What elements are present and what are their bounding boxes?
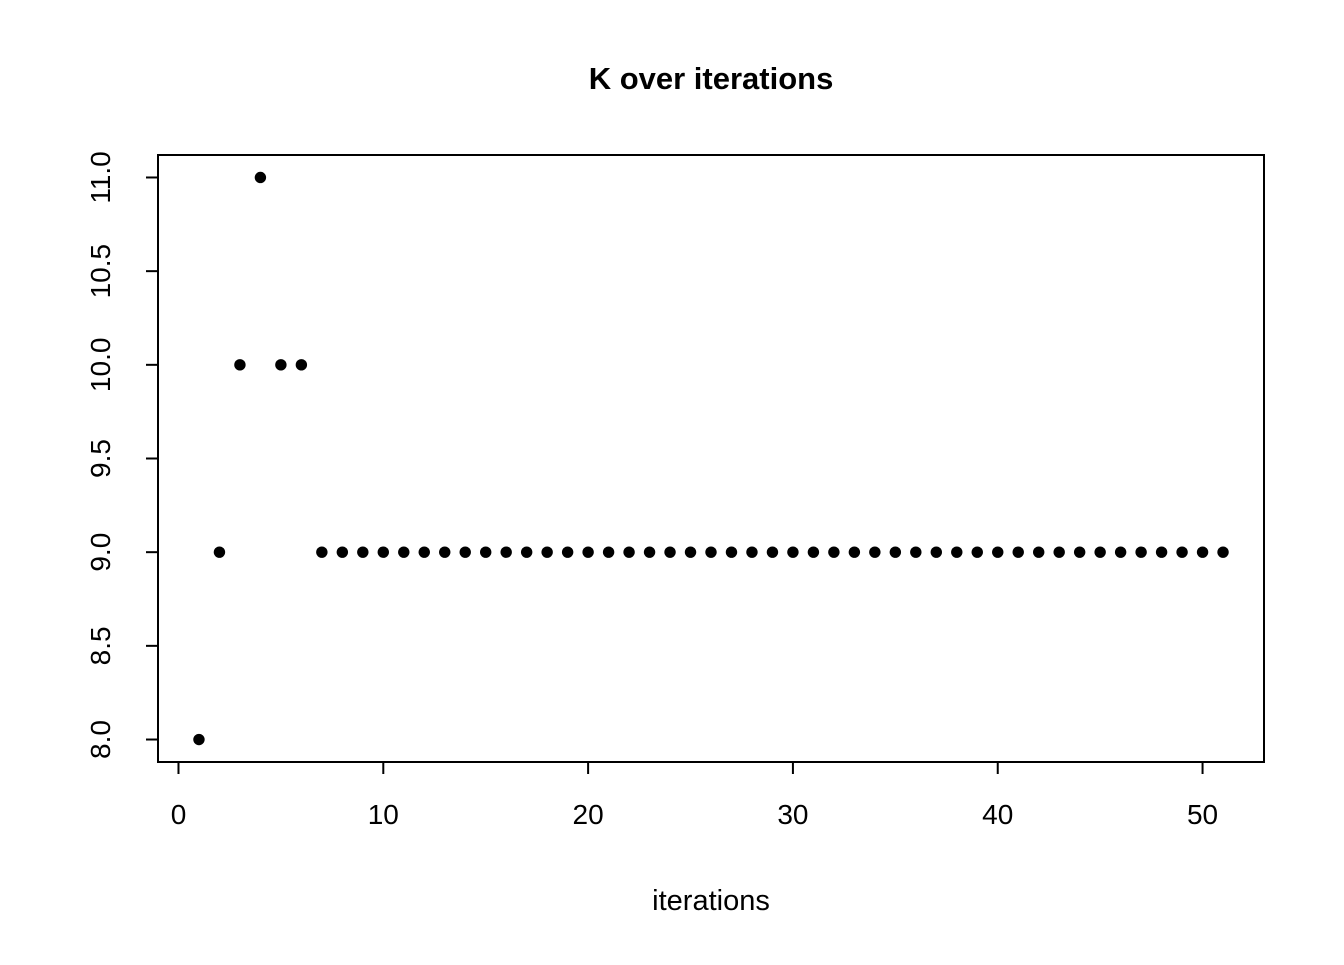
data-point bbox=[725, 546, 738, 558]
x-tick-label: 10 bbox=[368, 799, 399, 830]
data-point bbox=[336, 546, 349, 558]
chart-title: K over iterations bbox=[589, 61, 834, 96]
data-point bbox=[602, 546, 615, 558]
data-point bbox=[398, 546, 410, 558]
data-point bbox=[1196, 546, 1209, 558]
data-point bbox=[1033, 546, 1045, 558]
data-point bbox=[193, 733, 205, 746]
data-point bbox=[869, 546, 881, 558]
y-tick-label: 10.0 bbox=[85, 338, 116, 393]
y-tick-label: 9.5 bbox=[85, 439, 116, 478]
data-point bbox=[623, 546, 635, 558]
data-point bbox=[848, 546, 861, 558]
data-point bbox=[684, 546, 697, 558]
axes: 0 10 20 30 40 50 8.0 8.5 9.0 9.5 10.0 10.5 11.0 bbox=[85, 151, 1265, 830]
data-point bbox=[828, 546, 840, 558]
data-point bbox=[787, 546, 799, 558]
data-point bbox=[807, 546, 820, 558]
data-point bbox=[234, 359, 246, 371]
data-point bbox=[705, 546, 717, 558]
y-tick-label: 11.0 bbox=[85, 151, 116, 203]
data-point bbox=[930, 546, 942, 558]
data-point bbox=[561, 546, 574, 558]
data-point bbox=[1135, 546, 1147, 558]
data-point bbox=[1012, 546, 1024, 558]
data-point bbox=[1217, 546, 1229, 558]
x-tick-label: 40 bbox=[982, 799, 1013, 830]
data-point bbox=[213, 546, 226, 558]
data-point bbox=[992, 546, 1004, 558]
data-point bbox=[357, 546, 369, 558]
data-point bbox=[439, 546, 451, 558]
data-point bbox=[541, 546, 553, 558]
data-point bbox=[1073, 546, 1086, 558]
data-point bbox=[254, 171, 267, 184]
data-point bbox=[1094, 546, 1106, 558]
data-point bbox=[582, 546, 594, 558]
y-tick-label: 8.5 bbox=[85, 626, 116, 665]
data-point bbox=[889, 546, 902, 558]
x-tick-label: 20 bbox=[573, 799, 604, 830]
data-point bbox=[664, 546, 676, 558]
data-point bbox=[1114, 546, 1127, 558]
data-point bbox=[971, 546, 983, 558]
data-point bbox=[766, 546, 779, 558]
data-point bbox=[500, 546, 512, 558]
data-point bbox=[910, 546, 922, 558]
x-tick-label: 50 bbox=[1187, 799, 1218, 830]
x-tick-label: 30 bbox=[777, 799, 808, 830]
data-point bbox=[459, 546, 471, 558]
data-point bbox=[951, 546, 963, 558]
data-point bbox=[480, 546, 492, 558]
data-point bbox=[418, 546, 430, 558]
y-tick-label: 8.0 bbox=[85, 720, 116, 759]
data-point bbox=[746, 546, 758, 558]
x-axis-label: iterations bbox=[652, 885, 770, 917]
x-tick-label: 0 bbox=[171, 799, 187, 830]
data-point bbox=[1176, 546, 1188, 558]
y-tick-label: 10.5 bbox=[85, 244, 116, 299]
data-point bbox=[520, 546, 533, 558]
data-point bbox=[1155, 546, 1168, 558]
data-point bbox=[316, 546, 328, 558]
data-point bbox=[643, 546, 656, 558]
data-point bbox=[275, 359, 287, 371]
y-tick-label: 9.0 bbox=[85, 533, 116, 572]
plot-box bbox=[157, 154, 1265, 763]
data-point bbox=[377, 546, 389, 558]
data-point bbox=[295, 359, 308, 371]
data-points bbox=[193, 171, 1229, 746]
data-point bbox=[1053, 546, 1065, 558]
